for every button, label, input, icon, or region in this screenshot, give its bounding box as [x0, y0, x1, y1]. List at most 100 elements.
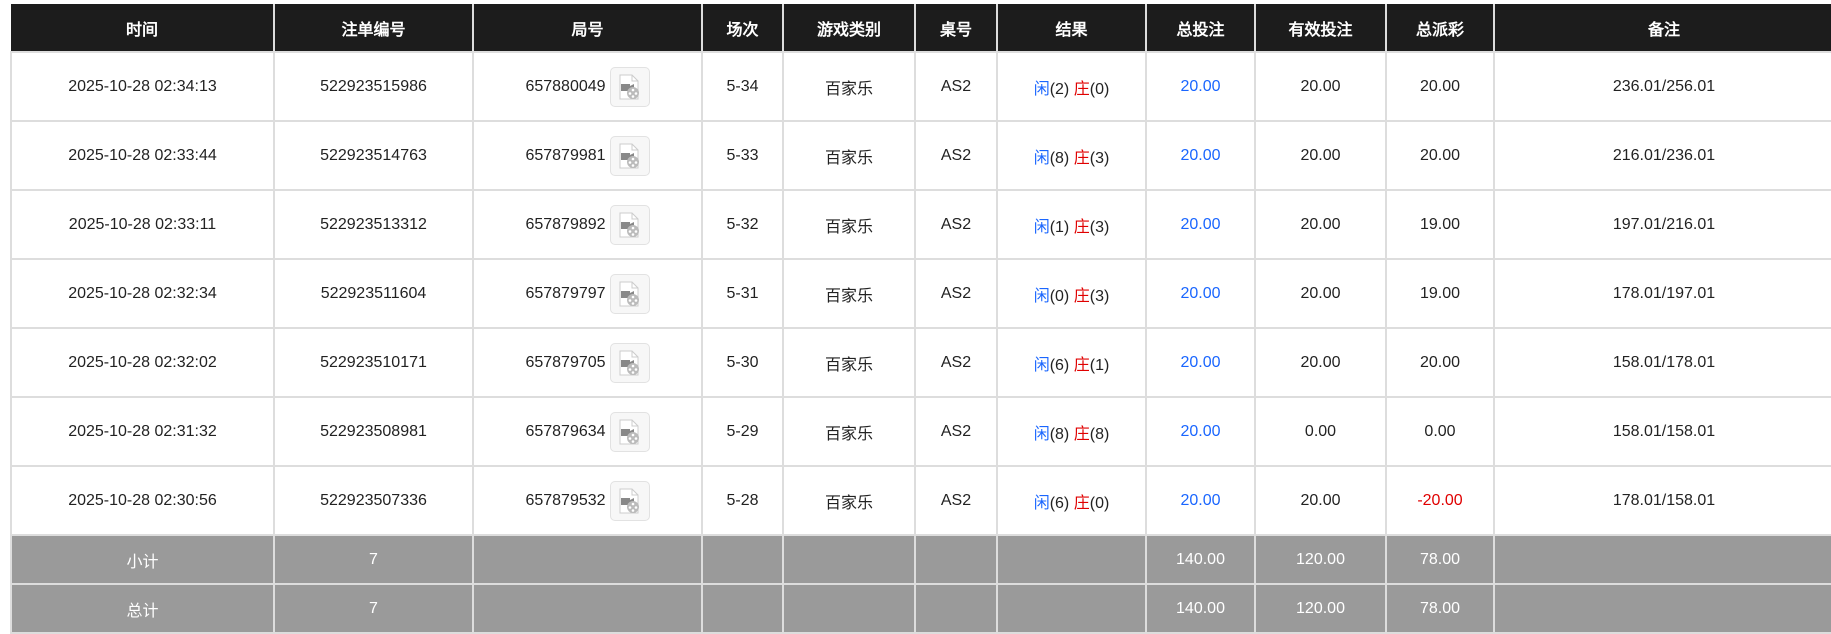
- cell-valid-bet: 20.00: [1254, 258, 1387, 329]
- summary-empty-cell: [701, 583, 784, 634]
- cell-round: 657880049: [472, 51, 703, 122]
- cell-result: 闲(6) 庄(0): [996, 465, 1147, 536]
- column-header-table-no: 桌号: [914, 4, 998, 52]
- cell-game-type: 百家乐: [782, 258, 916, 329]
- cell-game-type: 百家乐: [782, 327, 916, 398]
- cell-bet-id: 522923507336: [273, 465, 474, 536]
- cell-time: 2025-10-28 02:30:56: [10, 465, 275, 536]
- video-replay-icon[interactable]: [609, 273, 650, 314]
- cell-valid-bet: 0.00: [1254, 396, 1387, 467]
- player-label: 闲: [1033, 80, 1050, 98]
- summary-label: 小计: [10, 534, 275, 585]
- player-label: 闲: [1033, 494, 1050, 512]
- banker-label: 庄: [1073, 287, 1090, 305]
- cell-game-type: 百家乐: [782, 396, 916, 467]
- cell-game-type: 百家乐: [782, 465, 916, 536]
- cell-total-bet: 20.00: [1145, 51, 1256, 122]
- round-number: 657879634: [525, 422, 606, 440]
- cell-note: 158.01/178.01: [1493, 327, 1831, 398]
- cell-note: 197.01/216.01: [1493, 189, 1831, 260]
- round-number: 657879892: [525, 215, 606, 233]
- column-header-note: 备注: [1493, 4, 1831, 52]
- video-replay-icon[interactable]: [609, 411, 650, 452]
- cell-total-bet: 20.00: [1145, 120, 1256, 191]
- video-replay-icon[interactable]: [609, 66, 650, 107]
- cell-result: 闲(8) 庄(3): [996, 120, 1147, 191]
- player-score: (6): [1049, 356, 1070, 374]
- banker-score: (8): [1089, 425, 1110, 443]
- column-header-bet-id: 注单编号: [273, 4, 474, 52]
- player-label: 闲: [1033, 149, 1050, 167]
- cell-table-no: AS2: [914, 465, 998, 536]
- column-header-session: 场次: [701, 4, 784, 52]
- cell-valid-bet: 20.00: [1254, 465, 1387, 536]
- cell-time: 2025-10-28 02:33:11: [10, 189, 275, 260]
- summary-empty-cell: [1493, 583, 1831, 634]
- cell-table-no: AS2: [914, 189, 998, 260]
- cell-note: 178.01/158.01: [1493, 465, 1831, 536]
- player-score: (8): [1049, 425, 1070, 443]
- cell-table-no: AS2: [914, 258, 998, 329]
- cell-time: 2025-10-28 02:34:13: [10, 51, 275, 122]
- round-number: 657879797: [525, 284, 606, 302]
- summary-valid-bet: 120.00: [1254, 534, 1387, 585]
- cell-total-bet: 20.00: [1145, 327, 1256, 398]
- summary-label: 总计: [10, 583, 275, 634]
- player-score: (1): [1049, 218, 1070, 236]
- cell-bet-id: 522923511604: [273, 258, 474, 329]
- cell-game-type: 百家乐: [782, 189, 916, 260]
- summary-payout: 78.00: [1385, 534, 1495, 585]
- summary-count: 7: [273, 583, 474, 634]
- summary-count: 7: [273, 534, 474, 585]
- cell-payout: 20.00: [1385, 120, 1495, 191]
- video-replay-icon[interactable]: [609, 135, 650, 176]
- player-label: 闲: [1033, 425, 1050, 443]
- cell-payout: 19.00: [1385, 189, 1495, 260]
- column-header-result: 结果: [996, 4, 1147, 52]
- cell-time: 2025-10-28 02:31:32: [10, 396, 275, 467]
- cell-round: 657879532: [472, 465, 703, 536]
- summary-empty-cell: [996, 534, 1147, 585]
- cell-total-bet: 20.00: [1145, 189, 1256, 260]
- banker-label: 庄: [1073, 80, 1090, 98]
- banker-score: (3): [1089, 287, 1110, 305]
- player-label: 闲: [1033, 218, 1050, 236]
- summary-total-bet: 140.00: [1145, 534, 1256, 585]
- player-label: 闲: [1033, 287, 1050, 305]
- cell-payout: 19.00: [1385, 258, 1495, 329]
- player-score: (8): [1049, 149, 1070, 167]
- cell-bet-id: 522923514763: [273, 120, 474, 191]
- summary-empty-cell: [701, 534, 784, 585]
- round-number: 657879705: [525, 353, 606, 371]
- column-header-round: 局号: [472, 4, 703, 52]
- cell-result: 闲(6) 庄(1): [996, 327, 1147, 398]
- summary-empty-cell: [914, 534, 998, 585]
- summary-empty-cell: [472, 583, 703, 634]
- cell-bet-id: 522923515986: [273, 51, 474, 122]
- column-header-payout: 总派彩: [1385, 4, 1495, 52]
- column-header-time: 时间: [11, 4, 275, 52]
- cell-result: 闲(0) 庄(3): [996, 258, 1147, 329]
- video-replay-icon[interactable]: [609, 480, 650, 521]
- cell-round: 657879892: [472, 189, 703, 260]
- banker-label: 庄: [1073, 494, 1090, 512]
- video-replay-icon[interactable]: [609, 342, 650, 383]
- cell-total-bet: 20.00: [1145, 258, 1256, 329]
- table-row: 2025-10-28 02:33:11 522923513312 657879892…: [10, 189, 1831, 260]
- table-row: 2025-10-28 02:30:56 522923507336 657879532…: [10, 465, 1831, 536]
- round-number: 657879532: [525, 491, 606, 509]
- cell-payout: 20.00: [1385, 327, 1495, 398]
- cell-valid-bet: 20.00: [1254, 189, 1387, 260]
- cell-round: 657879634: [472, 396, 703, 467]
- cell-total-bet: 20.00: [1145, 465, 1256, 536]
- player-score: (6): [1049, 494, 1070, 512]
- banker-score: (0): [1089, 494, 1110, 512]
- cell-table-no: AS2: [914, 327, 998, 398]
- cell-session: 5-30: [701, 327, 784, 398]
- video-replay-icon[interactable]: [609, 204, 650, 245]
- banker-score: (0): [1089, 80, 1110, 98]
- cell-note: 236.01/256.01: [1493, 51, 1831, 122]
- cell-session: 5-32: [701, 189, 784, 260]
- round-number: 657879981: [525, 146, 606, 164]
- table-row: 2025-10-28 02:33:44 522923514763 657879981…: [10, 120, 1831, 191]
